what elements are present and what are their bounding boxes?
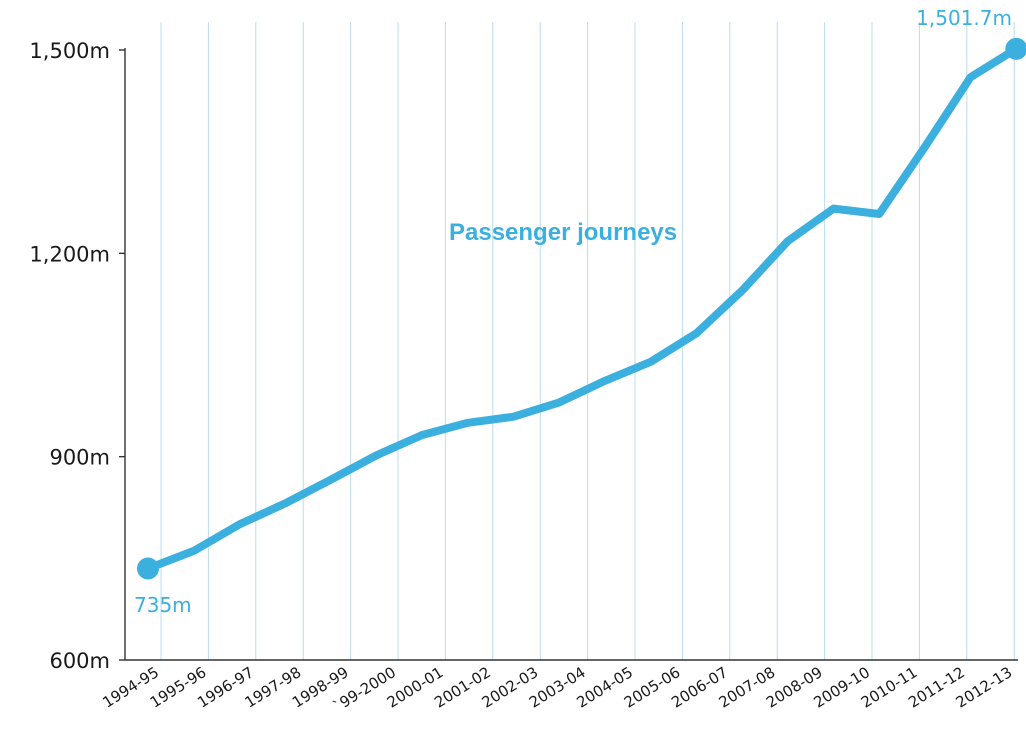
end-value-annotation: 1,501.7m	[916, 6, 1012, 30]
start-point-marker	[137, 557, 159, 580]
y-tick-labels: 600m 900m 1,200m 1,500m	[29, 39, 125, 673]
series-label: Passenger journeys	[449, 219, 677, 246]
start-value-annotation: 735m	[134, 593, 192, 617]
y-tick-label: 900m	[49, 446, 110, 470]
vertical-gridlines	[160, 22, 1015, 660]
series-line-passenger-journeys	[144, 44, 1021, 573]
y-tick-label: 1,200m	[29, 242, 110, 266]
x-tick-labels: 1994-951995-961996-971997-981998-99`99-2…	[99, 663, 1015, 715]
end-point-marker	[1005, 37, 1026, 60]
y-tick-label: 1,500m	[29, 39, 110, 63]
y-tick-label: 600m	[49, 649, 110, 673]
